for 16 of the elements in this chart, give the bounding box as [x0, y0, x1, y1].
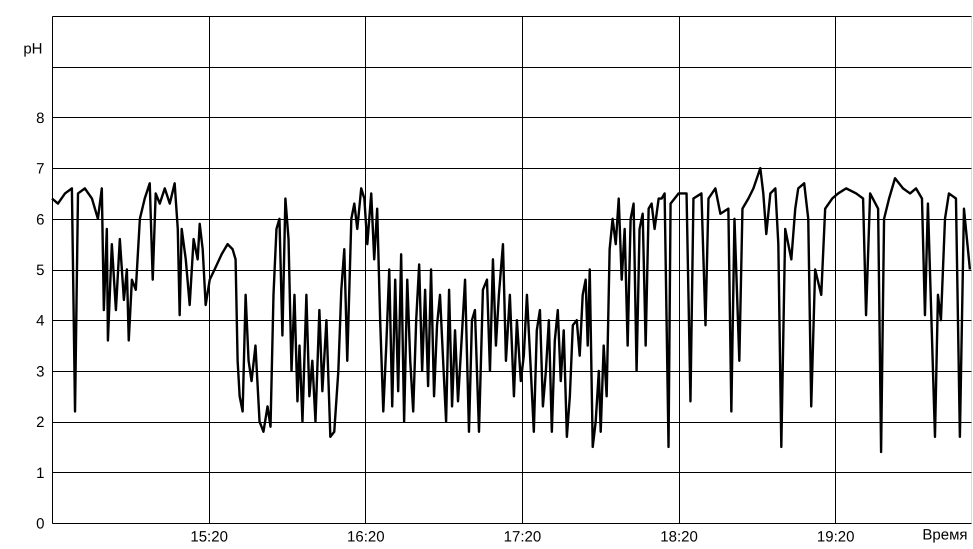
y-tick-label: 7 — [36, 160, 44, 178]
x-axis-title: Время — [922, 526, 968, 544]
y-tick-label: 8 — [36, 110, 44, 127]
y-tick-label: 5 — [36, 262, 44, 279]
y-tick-label: 2 — [36, 414, 44, 432]
y-tick-label: 1 — [36, 464, 44, 482]
x-tick-label: 17:20 — [504, 528, 542, 546]
x-tick-label: 15:20 — [190, 528, 228, 546]
y-axis-title: pH — [23, 40, 42, 58]
y-tick-label: 6 — [36, 211, 44, 228]
x-tick-label: 18:20 — [660, 528, 698, 546]
y-tick-label: 4 — [36, 312, 44, 330]
x-tick-label: 19:20 — [816, 528, 854, 546]
y-tick-label: 0 — [36, 516, 44, 532]
y-tick-label: 3 — [36, 363, 44, 380]
x-tick-label: 16:20 — [347, 528, 385, 546]
